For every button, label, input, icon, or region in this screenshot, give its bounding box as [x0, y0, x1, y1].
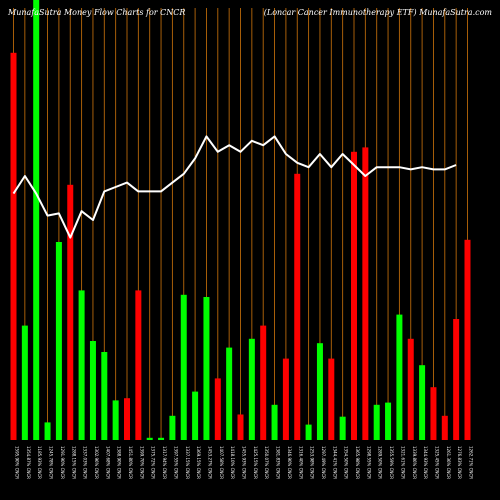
tick-label-28: 1297.49% CNCR — [321, 446, 326, 479]
bar-28 — [316, 343, 323, 440]
bar-40 — [453, 319, 460, 440]
bar-5 — [55, 242, 62, 440]
bar-21 — [237, 414, 244, 440]
tick-label-32: 1298.55% CNCR — [366, 446, 371, 479]
tick-label-33: 1289.50% CNCR — [378, 446, 383, 479]
bar-15 — [169, 415, 176, 440]
tick-label-12: 1399.70% CNCR — [139, 446, 144, 479]
tick-label-5: 1291.90% CNCR — [60, 446, 65, 479]
bar-22 — [248, 338, 255, 440]
bar-11 — [124, 398, 130, 440]
bar-29 — [328, 358, 335, 440]
tick-label-31: 1365.98% CNCR — [355, 446, 360, 479]
bar-4 — [44, 422, 51, 440]
tick-label-25: 1346.90% CNCR — [287, 446, 292, 479]
bar-16 — [180, 294, 187, 440]
bar-8 — [89, 341, 96, 440]
bar-39 — [441, 415, 448, 440]
bar-10 — [112, 400, 119, 440]
bar-2 — [21, 325, 28, 440]
bar-30 — [339, 416, 346, 440]
bar-1 — [10, 52, 17, 441]
tick-label-11: 1451.80% CNCR — [128, 446, 133, 479]
tick-label-34: 1355.59% CNCR — [389, 446, 394, 479]
tick-label-26: 1316.40% CNCR — [298, 446, 303, 479]
tick-label-19: 1407.58% CNCR — [219, 446, 224, 479]
tick-label-22: 1425.15% CNCR — [253, 446, 258, 479]
tick-label-39: 1261.36% CNCR — [446, 446, 451, 479]
tick-label-37: 1344.93% CNCR — [423, 446, 428, 479]
bar-20 — [226, 347, 233, 440]
tick-label-40: 1276.83% CNCR — [457, 446, 462, 479]
price-line — [12, 135, 457, 239]
price-line-group — [12, 135, 457, 239]
bar-3 — [33, 0, 40, 440]
bars — [10, 0, 471, 441]
chart-title: MunafaSutra Money Flow Charts for CNCR — [8, 8, 186, 17]
bar-23 — [260, 325, 267, 440]
tick-label-16: 1337.15% CNCR — [185, 446, 190, 479]
bar-24 — [271, 404, 278, 440]
bar-31 — [351, 151, 357, 441]
tick-label-6: 1288.15% CNCR — [71, 446, 76, 479]
bar-7 — [78, 290, 85, 440]
bar-13 — [146, 437, 153, 440]
tick-labels: 1595.90% CNCR 1354.87% CNCR 1185.93% CNCR 1… — [15, 446, 474, 479]
bar-14 — [158, 437, 165, 440]
tick-label-41: 1262.71% CNCR — [469, 446, 474, 479]
tick-label-4: 1245.78% CNCR — [49, 446, 54, 479]
bar-6 — [67, 184, 74, 440]
bar-9 — [101, 352, 108, 440]
tick-label-10: 1388.90% CNCR — [117, 446, 122, 479]
bar-35 — [396, 314, 403, 440]
tick-label-17: 1369.15% CNCR — [196, 446, 201, 479]
tick-label-7: 1337.03% CNCR — [83, 446, 88, 479]
bar-27 — [305, 424, 312, 440]
bar-32 — [362, 147, 369, 440]
bar-17 — [192, 391, 199, 440]
bar-12 — [135, 290, 142, 440]
tick-label-8: 1302.96% CNCR — [94, 446, 99, 479]
chart-subtitle: (Loncar Cancer Immunotherapy ETF) Munafa… — [263, 8, 492, 17]
bar-33 — [373, 404, 380, 440]
tick-label-3: 1185.93% CNCR — [37, 446, 42, 479]
tick-label-21: 1455.93% CNCR — [242, 446, 247, 479]
tick-label-23: 1350.07% CNCR — [264, 446, 269, 479]
tick-label-35: 1321.61% CNCR — [400, 446, 405, 479]
bar-26 — [294, 173, 301, 441]
bar-18 — [203, 297, 210, 440]
tick-label-18: 1453.27% CNCR — [207, 446, 212, 479]
tick-label-15: 1397.55% CNCR — [173, 446, 178, 479]
tick-label-20: 1418.10% CNCR — [230, 446, 235, 479]
bar-36 — [407, 338, 414, 440]
bar-37 — [419, 365, 426, 440]
tick-label-30: 1354.50% CNCR — [344, 446, 349, 479]
tick-label-29: 1344.41% CNCR — [332, 446, 337, 479]
bar-41 — [464, 239, 471, 440]
tick-label-14: 1317.94% CNCR — [162, 446, 167, 479]
tick-label-27: 1253.98% CNCR — [310, 446, 315, 479]
bar-38 — [430, 387, 437, 440]
tick-label-1: 1595.90% CNCR — [15, 446, 20, 479]
tick-label-2: 1354.87% CNCR — [26, 446, 31, 479]
bar-19 — [214, 378, 221, 440]
tick-label-9: 1407.68% CNCR — [105, 446, 110, 479]
tick-label-24: 1381.83% CNCR — [276, 446, 281, 479]
bar-34 — [385, 402, 392, 440]
tick-label-13: 1375.72% CNCR — [151, 446, 156, 479]
tick-label-38: 1325.45% CNCR — [434, 446, 439, 479]
tick-label-36: 1339.86% CNCR — [412, 446, 417, 479]
bar-25 — [282, 358, 289, 440]
